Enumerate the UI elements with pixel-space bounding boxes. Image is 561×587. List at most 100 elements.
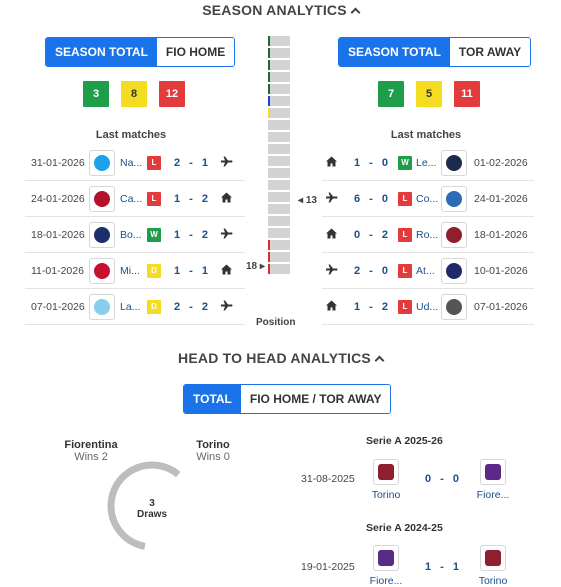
position-cell: [268, 48, 290, 58]
tab-fio-home-tor-away[interactable]: FIO HOME / TOR AWAY: [240, 385, 391, 413]
match-row[interactable]: 11-01-2026 Mi... D 1 - 1: [25, 253, 245, 289]
team-logo: [441, 221, 467, 248]
team-name: Co...: [416, 192, 439, 205]
h2h-home-team: Fiore...: [369, 575, 403, 587]
team-logo: [89, 149, 115, 176]
competition-title: Serie A 2025-26: [366, 435, 443, 447]
house-icon: [221, 192, 232, 205]
result-badge: W: [398, 155, 412, 170]
match-date: 24-01-2026: [31, 192, 85, 205]
airplane-icon: [221, 156, 233, 169]
match-row[interactable]: 0 - 2 L Ro... 18-01-2026: [322, 217, 534, 253]
position-cell: [268, 84, 290, 94]
match-row[interactable]: 07-01-2026 La... D 2 - 2: [25, 289, 245, 325]
result-badge: W: [147, 227, 161, 242]
team-logo: [89, 221, 115, 248]
h2h-match-date: 19-01-2025: [301, 561, 355, 573]
match-score: 6 - 0: [354, 192, 392, 205]
position-cell: [268, 156, 290, 166]
position-cell: [268, 120, 290, 130]
h2h-home-name: Fiorentina: [64, 439, 118, 451]
match-date: 07-01-2026: [31, 300, 85, 313]
h2h-home-summary: Fiorentina Wins 2: [60, 439, 122, 463]
team-logo: [441, 149, 467, 176]
position-cell: [268, 264, 290, 274]
match-date: 31-01-2026: [31, 156, 85, 169]
airplane-icon: [221, 228, 233, 241]
h2h-tabs: TOTAL FIO HOME / TOR AWAY: [183, 384, 392, 414]
position-cell: [268, 72, 290, 82]
position-label: Position: [256, 317, 296, 328]
position-cell: [268, 180, 290, 190]
house-icon: [326, 156, 337, 169]
zone-marker: [268, 252, 270, 262]
match-row[interactable]: 18-01-2026 Bo... W 1 - 2: [25, 217, 245, 253]
result-badge: L: [398, 227, 412, 242]
h2h-home-team: Torino: [371, 489, 401, 501]
team-logo: [89, 293, 115, 320]
left-position-label: 18 ▸: [246, 261, 265, 272]
match-score: 1 - 2: [174, 192, 212, 205]
team-name: Na...: [120, 156, 143, 169]
zone-marker: [268, 72, 270, 82]
match-date: 10-01-2026: [474, 264, 528, 277]
left-record-badges: 3 8 12: [83, 81, 185, 107]
h2h-match-row[interactable]: 19-01-2025 Fiore... 1 - 1 Torino: [296, 545, 536, 587]
zone-marker: [268, 264, 270, 274]
right-tabs: SEASON TOTAL TOR AWAY: [338, 37, 532, 67]
h2h-away-team: Torino: [478, 575, 508, 587]
right-position-value: 13: [305, 195, 317, 206]
result-badge: L: [398, 299, 412, 314]
h2h-analytics-header[interactable]: HEAD TO HEAD ANALYTICS: [0, 350, 561, 366]
season-analytics-header[interactable]: SEASON ANALYTICS: [0, 2, 561, 18]
match-row[interactable]: 6 - 0 L Co... 24-01-2026: [322, 181, 534, 217]
tab-season-total-left[interactable]: SEASON TOTAL: [46, 38, 157, 66]
tab-fio-home[interactable]: FIO HOME: [156, 38, 235, 66]
right-match-list: 1 - 0 W Le... 01-02-2026 6 - 0 L Co... 24-01-20…: [322, 145, 534, 325]
h2h-home-wins: Wins 2: [74, 451, 108, 463]
house-icon: [221, 264, 232, 277]
zone-marker: [268, 96, 270, 106]
position-cell: [268, 60, 290, 70]
season-analytics-title: SEASON ANALYTICS: [202, 2, 347, 18]
position-cell: [268, 192, 290, 202]
match-row[interactable]: 2 - 0 L At... 10-01-2026: [322, 253, 534, 289]
h2h-away-summary: Torino Wins 0: [190, 439, 236, 463]
torino-logo: [480, 545, 506, 571]
match-row[interactable]: 1 - 2 L Ud... 07-01-2026: [322, 289, 534, 325]
team-name: Ca...: [120, 192, 143, 205]
last-matches-label-left: Last matches: [95, 129, 167, 141]
team-logo: [441, 257, 467, 284]
losses-badge: 12: [159, 81, 185, 107]
left-match-list: 31-01-2026 Na... L 2 - 1 24-01-2026 Ca... L 1 -…: [25, 145, 245, 325]
zone-marker: [268, 108, 270, 118]
match-date: 24-01-2026: [474, 192, 528, 205]
match-date: 11-01-2026: [31, 264, 84, 277]
tab-total[interactable]: TOTAL: [184, 385, 241, 413]
team-logo: [441, 293, 467, 320]
position-cell: [268, 240, 290, 250]
match-date: 18-01-2026: [474, 228, 528, 241]
tab-season-total-right[interactable]: SEASON TOTAL: [339, 38, 450, 66]
match-date: 07-01-2026: [474, 300, 528, 313]
zone-marker: [268, 60, 270, 70]
losses-badge: 11: [454, 81, 480, 107]
match-score: 2 - 1: [174, 156, 212, 169]
match-row[interactable]: 24-01-2026 Ca... L 1 - 2: [25, 181, 245, 217]
tab-tor-away[interactable]: TOR AWAY: [449, 38, 531, 66]
position-cell: [268, 96, 290, 106]
match-row[interactable]: 31-01-2026 Na... L 2 - 1: [25, 145, 245, 181]
match-date: 01-02-2026: [474, 156, 528, 169]
position-cell: [268, 36, 290, 46]
airplane-icon: [326, 192, 338, 205]
match-score: 1 - 0: [354, 156, 392, 169]
league-position-bar: [268, 36, 290, 276]
team-name: Ro...: [416, 228, 439, 241]
match-row[interactable]: 1 - 0 W Le... 01-02-2026: [322, 145, 534, 181]
torino-logo: [373, 459, 399, 485]
draws-badge: 5: [416, 81, 442, 107]
h2h-away-team: Fiore...: [476, 489, 510, 501]
match-date: 18-01-2026: [31, 228, 85, 241]
right-position-label: ◂ 13: [298, 195, 317, 206]
h2h-match-row[interactable]: 31-08-2025 Torino 0 - 0 Fiore...: [296, 459, 536, 501]
